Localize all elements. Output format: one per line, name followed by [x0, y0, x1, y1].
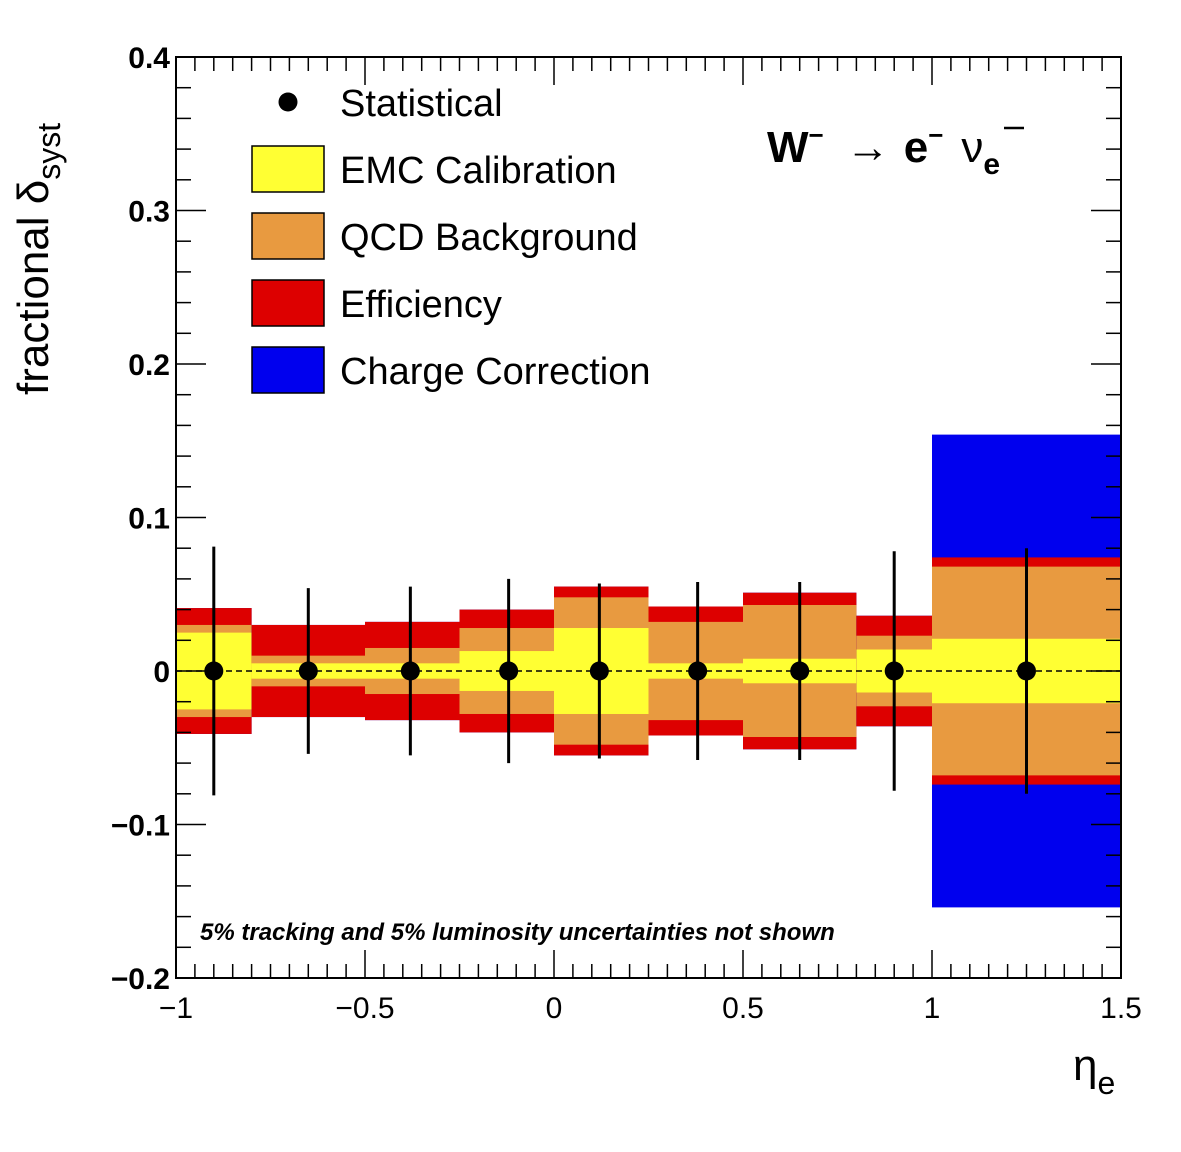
y-tick-label: −0.2 — [111, 963, 170, 996]
reaction-arrow: → — [846, 123, 890, 172]
systematics-note: 5% tracking and 5% luminosity uncertaint… — [200, 919, 835, 946]
legend-swatch — [251, 212, 325, 260]
y-tick-label: 0.4 — [128, 42, 170, 75]
axis-ticks — [175, 56, 1122, 979]
legend: Statistical EMC Calibration QCD Background… — [251, 83, 650, 394]
legend-label: Statistical — [340, 83, 503, 125]
x-axis-subscript: e — [1097, 1065, 1115, 1101]
y-tick-labels: −0.2 −0.1 0 0.1 0.2 0.3 0.4 — [111, 42, 171, 996]
reaction-nu-flavor: e — [983, 148, 1000, 181]
y-tick-label: 0 — [153, 656, 170, 689]
legend-marker-statistical — [278, 92, 298, 112]
stat-point — [499, 661, 519, 681]
stat-point — [298, 661, 318, 681]
reaction-w: W — [767, 123, 809, 172]
stat-point — [790, 661, 810, 681]
reaction-w-charge: − — [809, 120, 824, 150]
y-tick-label: −0.1 — [111, 810, 170, 843]
stat-point — [204, 661, 224, 681]
x-tick-label: 1.5 — [1100, 992, 1142, 1025]
x-tick-label: −0.5 — [335, 992, 394, 1025]
legend-swatch — [251, 145, 325, 193]
reaction-nu: ν — [961, 123, 983, 172]
legend-label: Efficiency — [340, 284, 502, 326]
stat-point — [400, 661, 420, 681]
legend-label: QCD Background — [340, 217, 638, 259]
stat-point — [884, 661, 904, 681]
reaction-e: e — [904, 123, 928, 172]
x-tick-labels: −1 −0.5 0 0.5 1 1.5 — [159, 992, 1142, 1025]
statistical-points — [204, 546, 1036, 796]
legend-label: EMC Calibration — [340, 150, 617, 192]
y-tick-label: 0.3 — [128, 196, 170, 229]
stat-point — [1017, 661, 1036, 681]
stat-point — [688, 661, 708, 681]
legend-swatch — [251, 346, 325, 394]
legend-swatch — [251, 279, 325, 327]
y-axis-subscript: syst — [31, 123, 67, 180]
x-tick-label: −1 — [159, 992, 193, 1025]
y-tick-label: 0.1 — [128, 503, 170, 536]
stat-point — [589, 661, 609, 681]
reaction-e-charge: − — [928, 120, 943, 150]
x-tick-label: 0.5 — [722, 992, 764, 1025]
legend-label: Charge Correction — [340, 351, 650, 393]
x-tick-label: 0 — [546, 992, 563, 1025]
x-tick-label: 1 — [924, 992, 941, 1025]
reaction-label: W− → e− νe — [767, 120, 1000, 181]
y-tick-label: 0.2 — [128, 349, 170, 382]
